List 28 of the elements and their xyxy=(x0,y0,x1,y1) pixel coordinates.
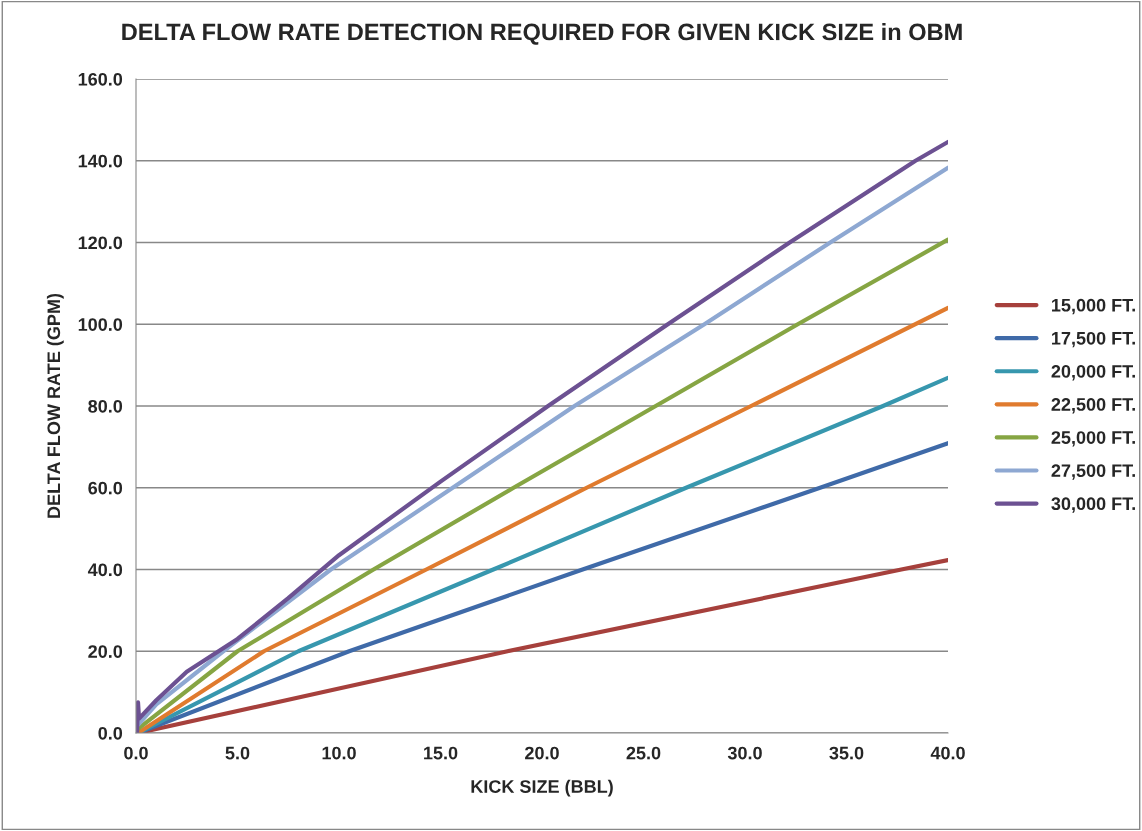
x-tick-label: 30.0 xyxy=(727,746,762,760)
y-axis-title: DELTA FLOW RATE (GPM) xyxy=(46,293,64,518)
y-tick-label: 120.0 xyxy=(78,236,123,250)
legend-label: 30,000 FT. xyxy=(1051,497,1135,513)
y-tick-label: 140.0 xyxy=(78,154,123,168)
y-tick-label: 160.0 xyxy=(78,72,123,86)
x-tick-label: 40.0 xyxy=(930,746,965,760)
legend-label: 15,000 FT. xyxy=(1052,298,1135,315)
y-tick-label: 100.0 xyxy=(78,318,123,331)
x-tick-label: 0.0 xyxy=(124,746,148,760)
legend-label: 22,500 FT. xyxy=(1051,398,1135,414)
y-tick-label: 40.0 xyxy=(87,563,123,577)
x-tick-label: 5.0 xyxy=(225,746,250,760)
y-tick-label: 80.0 xyxy=(88,399,123,413)
legend-label: 17,500 FT. xyxy=(1052,331,1135,348)
legend-label: 27,500 FT. xyxy=(1051,464,1135,480)
legend-label: 25,000 FT. xyxy=(1051,431,1135,447)
x-tick-label: 35.0 xyxy=(829,746,864,760)
x-tick-label: 20.0 xyxy=(525,746,559,760)
x-tick-label: 25.0 xyxy=(626,746,661,760)
y-tick-label: 60.0 xyxy=(88,481,123,495)
x-tick-label: 15.0 xyxy=(424,746,458,760)
y-tick-label: 0.0 xyxy=(98,726,123,740)
y-tick-label: 20.0 xyxy=(88,645,123,658)
x-axis-title: KICK SIZE (BBL) xyxy=(471,779,613,797)
x-tick-label: 10.0 xyxy=(322,746,356,760)
legend-label: 20,000 FT. xyxy=(1051,364,1135,381)
chart-title: DELTA FLOW RATE DETECTION REQUIRED FOR GIVEN KICK SIZE in OBM xyxy=(122,23,962,45)
